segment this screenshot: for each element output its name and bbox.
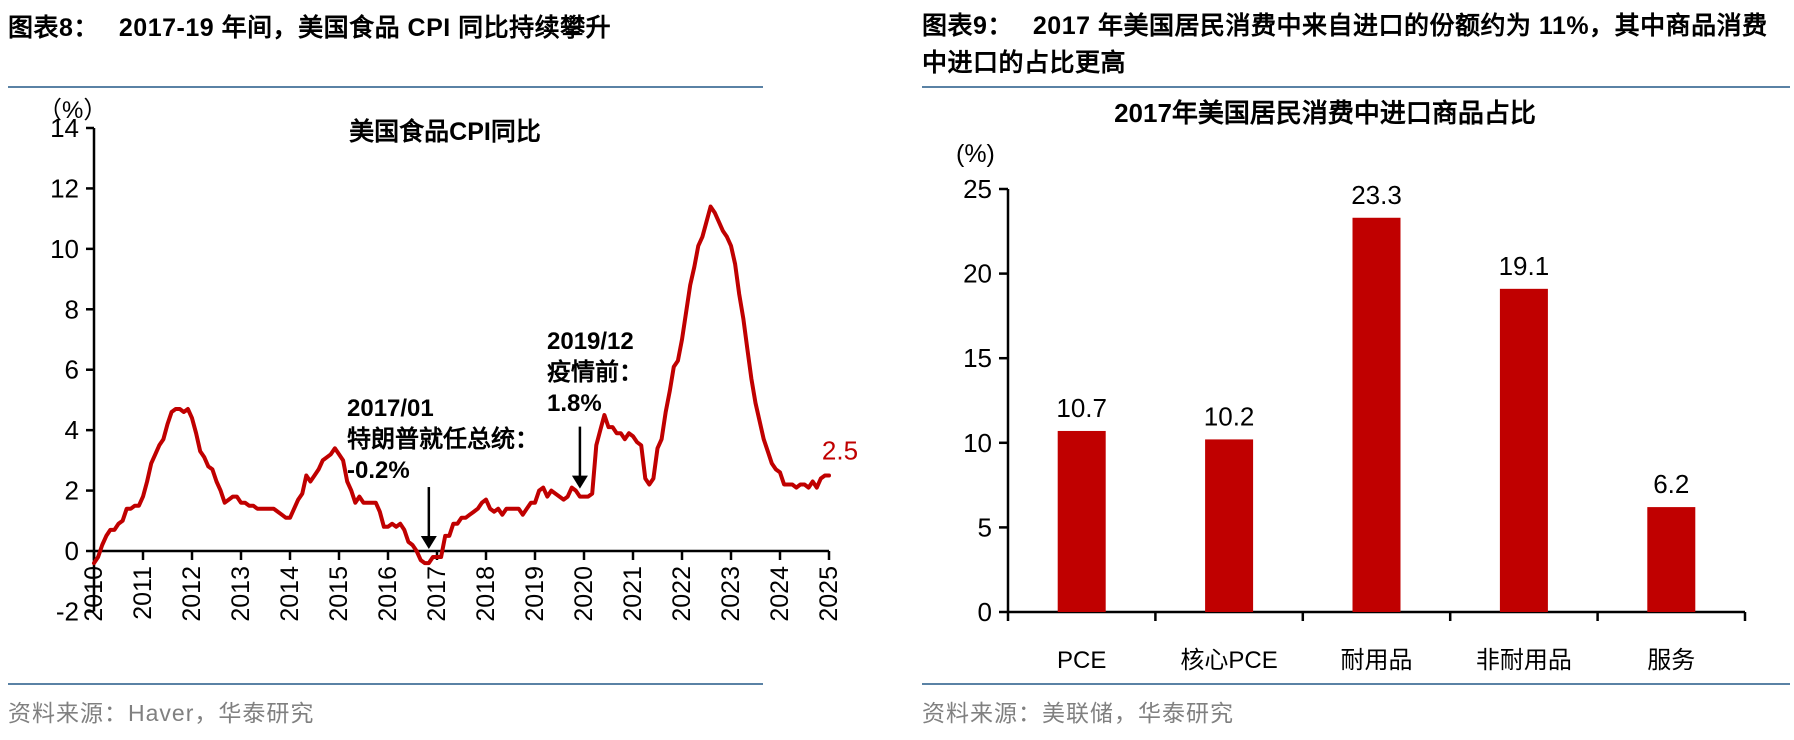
x-tick-label: 2020 xyxy=(570,566,598,622)
x-category-label: 耐用品 xyxy=(1341,647,1413,674)
chart-title: 美国食品CPI同比 xyxy=(349,117,541,146)
x-tick-label: 2018 xyxy=(472,566,500,622)
x-tick-label: 2013 xyxy=(227,566,255,622)
line-end-value-label: 2.5 xyxy=(822,435,858,465)
x-tick-label: 2010 xyxy=(80,566,108,622)
bar-value-label: 6.2 xyxy=(1653,469,1689,499)
figure9-title: 2017 年美国居民消费中来自进口的份额约为 11%，其中商品消费中进口的占比更… xyxy=(922,12,1768,77)
x-tick-label: 2019 xyxy=(521,566,549,622)
y-tick-label: 5 xyxy=(978,512,992,542)
annotation-0-line-0: 2017/01 xyxy=(347,395,434,422)
annotation-1-line-2: 1.8% xyxy=(547,390,602,417)
bar xyxy=(1352,217,1401,613)
x-tick-label: 2014 xyxy=(276,566,304,622)
y-tick-label: 20 xyxy=(963,259,992,289)
y-tick-label: 14 xyxy=(50,113,79,143)
x-tick-label: 2017 xyxy=(423,566,451,622)
figure9-label: 图表9： xyxy=(922,12,1013,40)
cpi-data-line xyxy=(92,204,831,566)
y-tick-label: -2 xyxy=(56,596,79,626)
bar-value-label: 10.2 xyxy=(1204,401,1255,431)
figure8-label: 图表8： xyxy=(8,14,99,42)
y-tick-label: 8 xyxy=(65,294,79,324)
bar xyxy=(1057,430,1106,612)
y-tick-label: 25 xyxy=(963,174,992,204)
annotation-0-line-1: 特朗普就任总统： xyxy=(347,425,539,453)
bar xyxy=(1647,507,1696,612)
bar-value-label: 23.3 xyxy=(1351,180,1402,210)
annotation-0-line-2: -0.2% xyxy=(347,457,410,484)
x-category-label: PCE xyxy=(1057,647,1106,674)
annotation-1-line-0: 2019/12 xyxy=(547,328,634,355)
bar xyxy=(1205,439,1254,612)
figure9-header: 图表9： 2017 年美国居民消费中来自进口的份额约为 11%，其中商品消费中进口… xyxy=(922,8,1790,82)
y-tick-label: 4 xyxy=(65,415,79,445)
y-tick-label: 0 xyxy=(65,536,79,566)
y-tick-label: 0 xyxy=(978,597,992,627)
y-tick-label: 6 xyxy=(65,355,79,385)
figure8-top-separator xyxy=(8,86,763,88)
annotation-0-arrow-head xyxy=(420,536,437,550)
y-axis-unit-label: （%） xyxy=(38,97,107,124)
x-tick-label: 2016 xyxy=(374,566,402,622)
x-tick-label: 2024 xyxy=(766,566,794,622)
bar-value-label: 19.1 xyxy=(1499,251,1550,281)
bar xyxy=(1499,288,1548,612)
y-tick-label: 15 xyxy=(963,343,992,373)
x-tick-label: 2022 xyxy=(668,566,696,622)
figure8-bottom-separator xyxy=(8,683,763,685)
bar-value-label: 10.7 xyxy=(1056,393,1107,423)
figure9-bottom-separator xyxy=(922,683,1790,685)
y-tick-label: 10 xyxy=(963,428,992,458)
annotation-1-line-1: 疫情前： xyxy=(547,358,643,386)
figure9-source: 资料来源：美联储，华泰研究 xyxy=(922,700,1234,726)
y-tick-label: 2 xyxy=(65,476,79,506)
x-tick-label: 2025 xyxy=(815,566,843,622)
x-category-label: 服务 xyxy=(1647,647,1695,674)
x-category-label: 非耐用品 xyxy=(1476,647,1572,674)
x-tick-label: 2015 xyxy=(325,566,353,622)
x-tick-label: 2023 xyxy=(717,566,745,622)
chart-title: 2017年美国居民消费中进口商品占比 xyxy=(1114,98,1536,128)
import-share-bar-chart: (%) 2017年美国居民消费中进口商品占比 25 20 15 10 5 0 10.7 PCE 10… xyxy=(956,98,1747,674)
y-axis-unit-label: (%) xyxy=(956,140,995,168)
figure8-header: 图表8： 2017-19 年间，美国食品 CPI 同比持续攀升 xyxy=(8,10,898,47)
y-tick-label: 10 xyxy=(50,234,79,264)
figure9-top-separator xyxy=(922,86,1790,88)
figure8-title: 2017-19 年间，美国食品 CPI 同比持续攀升 xyxy=(118,14,612,42)
x-tick-label: 2021 xyxy=(619,566,647,622)
y-tick-label: 12 xyxy=(50,173,79,203)
x-category-label: 核心PCE xyxy=(1180,647,1277,674)
x-tick-label: 2011 xyxy=(129,566,157,620)
food-cpi-line-chart: （%） 美国食品CPI同比 14 12 10 8 6 4 2 0 -2 2010 2011 2012 201… xyxy=(38,97,858,626)
figure8-source: 资料来源：Haver，华泰研究 xyxy=(8,700,315,726)
x-tick-label: 2012 xyxy=(178,566,206,622)
annotation-1-arrow-head xyxy=(571,475,588,489)
